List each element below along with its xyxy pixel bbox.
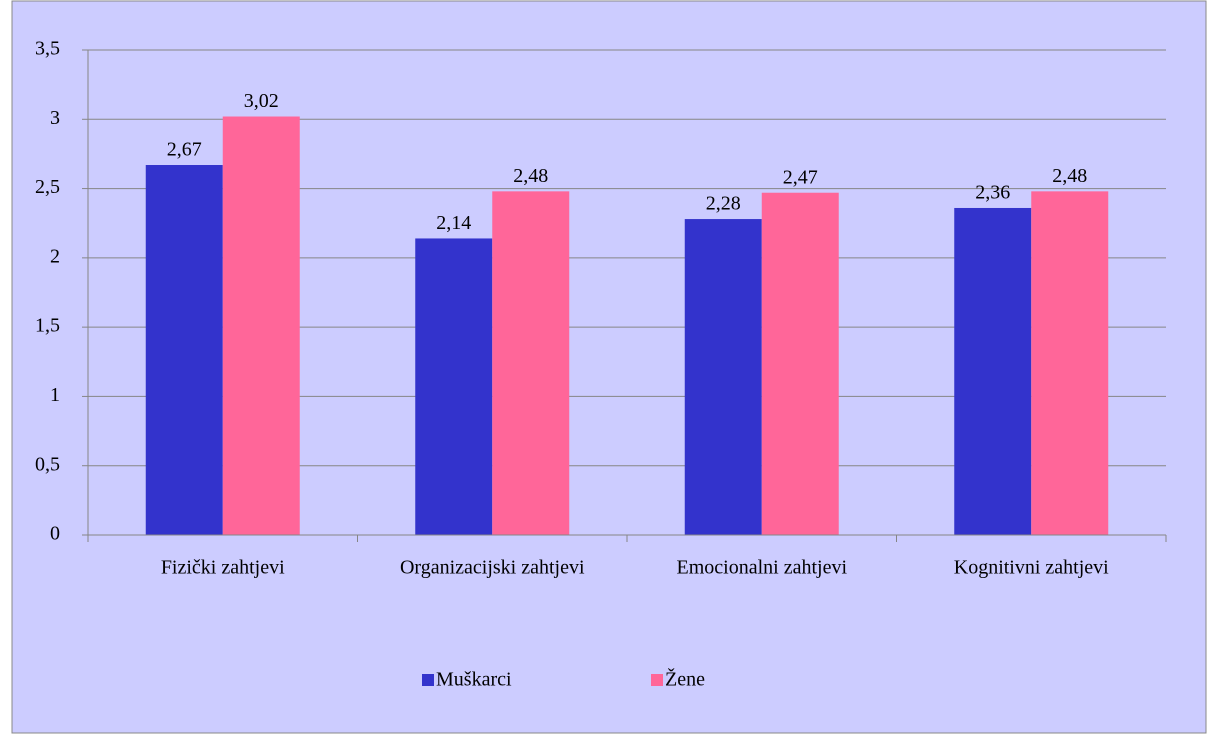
y-tick-label: 2 bbox=[50, 245, 60, 267]
value-label: 2,36 bbox=[975, 182, 1010, 204]
y-tick-label: 1 bbox=[50, 384, 60, 406]
legend-label: Žene bbox=[665, 668, 705, 691]
value-label: 2,48 bbox=[513, 165, 548, 187]
value-label: 2,48 bbox=[1052, 165, 1087, 187]
bar bbox=[1031, 191, 1109, 536]
legend-label: Muškarci bbox=[436, 669, 512, 691]
value-label: 2,47 bbox=[783, 166, 818, 188]
bar bbox=[492, 191, 570, 536]
x-tick-label: Emocionalni zahtjevi bbox=[677, 557, 848, 579]
value-label: 2,14 bbox=[436, 212, 471, 234]
legend-swatch bbox=[651, 674, 663, 686]
x-tick-label: Fizički zahtjevi bbox=[161, 557, 285, 579]
y-tick-label: 0 bbox=[50, 523, 60, 545]
y-tick-label: 2,5 bbox=[35, 176, 60, 198]
bar bbox=[222, 116, 300, 535]
y-tick-label: 3,5 bbox=[35, 38, 60, 60]
x-tick-label: Organizacijski zahtjevi bbox=[400, 557, 585, 579]
x-tick-label: Kognitivni zahtjevi bbox=[954, 557, 1109, 579]
value-label: 3,02 bbox=[244, 90, 279, 112]
bar bbox=[761, 192, 839, 535]
bar bbox=[145, 165, 223, 535]
y-tick-label: 0,5 bbox=[35, 453, 60, 475]
legend-swatch bbox=[422, 674, 434, 686]
y-tick-label: 3 bbox=[50, 107, 60, 129]
y-tick-label: 1,5 bbox=[35, 315, 60, 337]
value-label: 2,28 bbox=[706, 193, 741, 215]
bar bbox=[415, 238, 493, 535]
bar bbox=[684, 219, 762, 536]
bar bbox=[954, 207, 1032, 535]
value-label: 2,67 bbox=[167, 139, 202, 161]
